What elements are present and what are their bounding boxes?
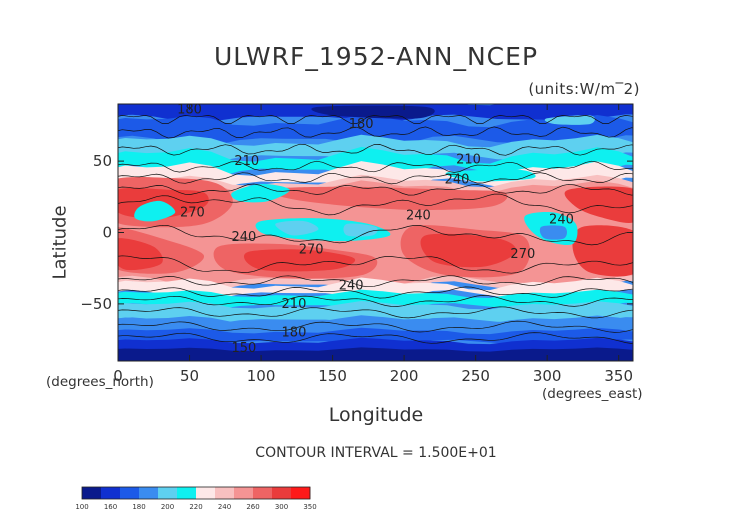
- x-tick-label: 350: [604, 367, 633, 385]
- colorbar-swatch: [139, 487, 159, 499]
- band-south-5: [118, 327, 633, 346]
- contour-line: [118, 115, 633, 124]
- blob-arabian-low: [134, 200, 176, 222]
- contour-line: [118, 320, 633, 333]
- colorbar-swatch: [120, 487, 140, 499]
- contour-line: [118, 306, 633, 319]
- colorbar-swatch: [272, 487, 292, 499]
- blob-s-indian-core: [243, 249, 356, 272]
- blob-warm-pool-core-2: [343, 223, 378, 237]
- band-north-1: [118, 114, 633, 148]
- colorbar-swatch: [291, 487, 311, 499]
- colorbar-swatch: [82, 487, 102, 499]
- contour-label: 240: [549, 213, 574, 228]
- contour-line: [118, 286, 633, 299]
- contour-label: 210: [456, 153, 481, 168]
- contour-line: [118, 255, 633, 274]
- contour-label: 270: [180, 206, 205, 221]
- blob-s-atl-core: [118, 238, 163, 271]
- colorbar-tick-label: 260: [246, 503, 259, 511]
- y-tick-label: 50: [93, 152, 112, 170]
- colorbar-swatch: [234, 487, 254, 499]
- x-tick-label: 250: [461, 367, 490, 385]
- colorbar-tick-label: 240: [218, 503, 231, 511]
- blob-tibet: [231, 183, 290, 203]
- contour-label: 240: [445, 173, 470, 188]
- x-tick-label: 150: [318, 367, 347, 385]
- contour-line: [118, 160, 633, 173]
- colorbar-tick-label: 180: [132, 503, 145, 511]
- colorbar-swatch: [177, 487, 197, 499]
- band-south-2: [118, 289, 633, 311]
- blob-arctic-low-2: [139, 104, 316, 115]
- colorbar-tick-label: 200: [161, 503, 174, 511]
- axis-ticks: 0 50 100 150 200 250 300 350 −50 0 50: [80, 104, 633, 385]
- y-unit-label: (degrees_north): [46, 374, 154, 390]
- contour-label: 180: [349, 117, 374, 132]
- contour-line: [118, 275, 633, 288]
- colorbar-swatch: [253, 487, 273, 499]
- contour-line: [118, 143, 633, 156]
- colorbar-tick-label: 100: [75, 503, 88, 511]
- y-tick-label: 0: [102, 224, 112, 242]
- blob-greenland: [544, 115, 595, 125]
- blob-n-america: [445, 169, 536, 182]
- x-unit-label: (degrees_east): [542, 386, 643, 402]
- contour-label: 210: [282, 297, 307, 312]
- contour-line: [118, 126, 633, 139]
- contour-label: 270: [299, 243, 324, 258]
- colorbar-swatch: [101, 487, 121, 499]
- contour-line: [118, 183, 633, 196]
- x-axis-label: Longitude: [328, 404, 424, 426]
- contour-interval-text: CONTOUR INTERVAL = 1.500E+01: [255, 445, 497, 461]
- contour-label: 150: [231, 341, 256, 356]
- blob-n-atlantic: [564, 186, 633, 223]
- x-tick-label: 50: [180, 367, 199, 385]
- contour-label: 180: [177, 103, 202, 118]
- colorbar-tick-label: 350: [303, 503, 316, 511]
- colorbar-frame: [81, 486, 311, 500]
- contour-fill-bands: [118, 104, 633, 361]
- units-label: (units:W/m‾2): [528, 80, 640, 98]
- contour-line: [118, 224, 633, 246]
- x-tick-label: 300: [533, 367, 562, 385]
- contour-label: 180: [282, 325, 307, 340]
- blob-warm-pool-core: [275, 220, 319, 236]
- y-tick-label: −50: [80, 295, 112, 313]
- contour-label: 240: [231, 230, 256, 245]
- colorbar-tick-label: 300: [275, 503, 288, 511]
- band-south-cap: [118, 347, 633, 361]
- x-tick-label: 0: [113, 367, 123, 385]
- band-south-4: [118, 315, 633, 337]
- chart-title: ULWRF_1952-ANN_NCEP: [213, 42, 539, 71]
- colorbar-swatch: [158, 487, 178, 499]
- colorbar-tick-label: 160: [104, 503, 117, 511]
- colorbar-tick-label: 220: [189, 503, 202, 511]
- blob-s-pacific-core: [420, 233, 517, 268]
- contour-line: [118, 193, 633, 216]
- contour-label: 270: [510, 247, 535, 262]
- contour-label: 240: [406, 208, 431, 223]
- blob-s-atlantic: [572, 225, 633, 277]
- blob-n-pacific: [266, 186, 508, 211]
- colorbar: 100 160 180 200 220 240 260 300 350: [75, 486, 317, 511]
- contour-label: 210: [234, 154, 259, 169]
- contour-label: 240: [339, 278, 364, 293]
- x-tick-label: 100: [247, 367, 276, 385]
- contour-lines: [118, 115, 633, 344]
- contour-line: [118, 332, 633, 344]
- x-tick-label: 200: [390, 367, 419, 385]
- colorbar-swatch: [215, 487, 235, 499]
- contour-line: [118, 172, 633, 185]
- band-south-1: [118, 277, 633, 302]
- blob-amazon-core: [539, 225, 568, 240]
- contour-labels: 180 180 210 210 240 270 240 240 240 270 270 240 210 1…: [177, 103, 574, 356]
- colorbar-swatch: [196, 487, 216, 499]
- contour-line: [118, 295, 633, 307]
